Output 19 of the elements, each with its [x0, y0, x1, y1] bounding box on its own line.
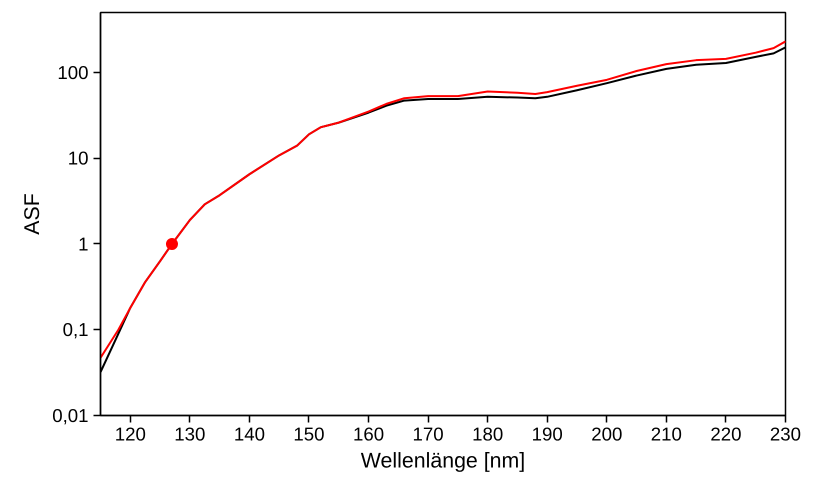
x-tick-label: 150: [293, 424, 325, 444]
x-tick-label: 130: [174, 424, 206, 444]
x-tick-label: 120: [114, 424, 146, 444]
x-tick-label: 160: [352, 424, 384, 444]
y-tick-label: 0,01: [52, 405, 88, 426]
y-tick-label: 100: [57, 62, 89, 83]
x-tick-label: 210: [650, 424, 682, 444]
x-tick-label: 200: [591, 424, 622, 444]
x-tick-label: 170: [412, 424, 444, 444]
y-axis-title: ASF: [20, 193, 44, 235]
x-axis-title: Wellenlänge [nm]: [360, 448, 526, 472]
x-tick-label: 180: [472, 424, 504, 444]
x-tick-label: 220: [710, 424, 742, 444]
x-tick-label: 230: [770, 424, 802, 444]
y-tick-label: 0,1: [62, 319, 89, 340]
y-tick-label: 1: [78, 233, 89, 254]
x-tick-label: 140: [234, 424, 265, 444]
x-tick-label: 190: [532, 424, 563, 444]
y-tick-label: 10: [68, 148, 89, 169]
